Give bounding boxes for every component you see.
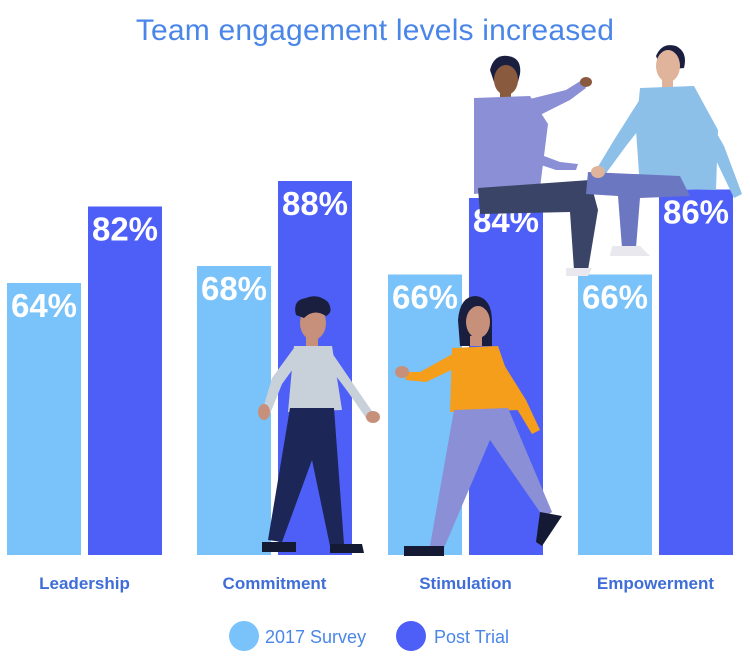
walking-man-illustration bbox=[258, 296, 380, 553]
bar-label-empowerment-2017-survey: 66% bbox=[582, 279, 648, 316]
legend-swatch-post-trial bbox=[396, 621, 426, 651]
sitting-man-left-illustration bbox=[474, 55, 598, 276]
category-labels: Leadership Commitment Stimulation Empowerme… bbox=[39, 574, 714, 593]
bar-label-commitment-2017-survey: 68% bbox=[201, 270, 267, 307]
legend-item-post-trial: Post Trial bbox=[396, 621, 509, 651]
category-label-leadership: Leadership bbox=[39, 574, 130, 593]
category-label-empowerment: Empowerment bbox=[597, 574, 714, 593]
bar-label-stimulation-2017-survey: 66% bbox=[392, 279, 458, 316]
chart-title: Team engagement levels increased bbox=[135, 14, 615, 47]
bar-leadership-post-trial bbox=[88, 206, 162, 555]
bar-value-labels: 64%82%68%88%66%84%66%86% bbox=[11, 185, 729, 324]
bar-leadership-2017-survey bbox=[7, 283, 81, 555]
bar-empowerment-2017-survey bbox=[578, 274, 652, 555]
legend: 2017 Survey Post Trial bbox=[229, 621, 509, 651]
bar-empowerment-post-trial bbox=[659, 189, 733, 555]
bar-label-empowerment-post-trial: 86% bbox=[663, 194, 729, 231]
category-label-stimulation: Stimulation bbox=[419, 574, 512, 593]
legend-swatch-2017-survey bbox=[229, 621, 259, 651]
bar-label-commitment-post-trial: 88% bbox=[282, 185, 348, 222]
category-label-commitment: Commitment bbox=[223, 574, 327, 593]
walking-woman-illustration bbox=[395, 296, 562, 556]
legend-item-2017-survey: 2017 Survey bbox=[229, 621, 366, 651]
sitting-man-right-illustration bbox=[586, 45, 742, 256]
people-illustrations bbox=[258, 45, 742, 556]
legend-label-post-trial: Post Trial bbox=[434, 627, 509, 647]
bar-label-leadership-post-trial: 82% bbox=[92, 211, 158, 248]
bar-label-leadership-2017-survey: 64% bbox=[11, 287, 77, 324]
legend-label-2017-survey: 2017 Survey bbox=[265, 627, 366, 647]
